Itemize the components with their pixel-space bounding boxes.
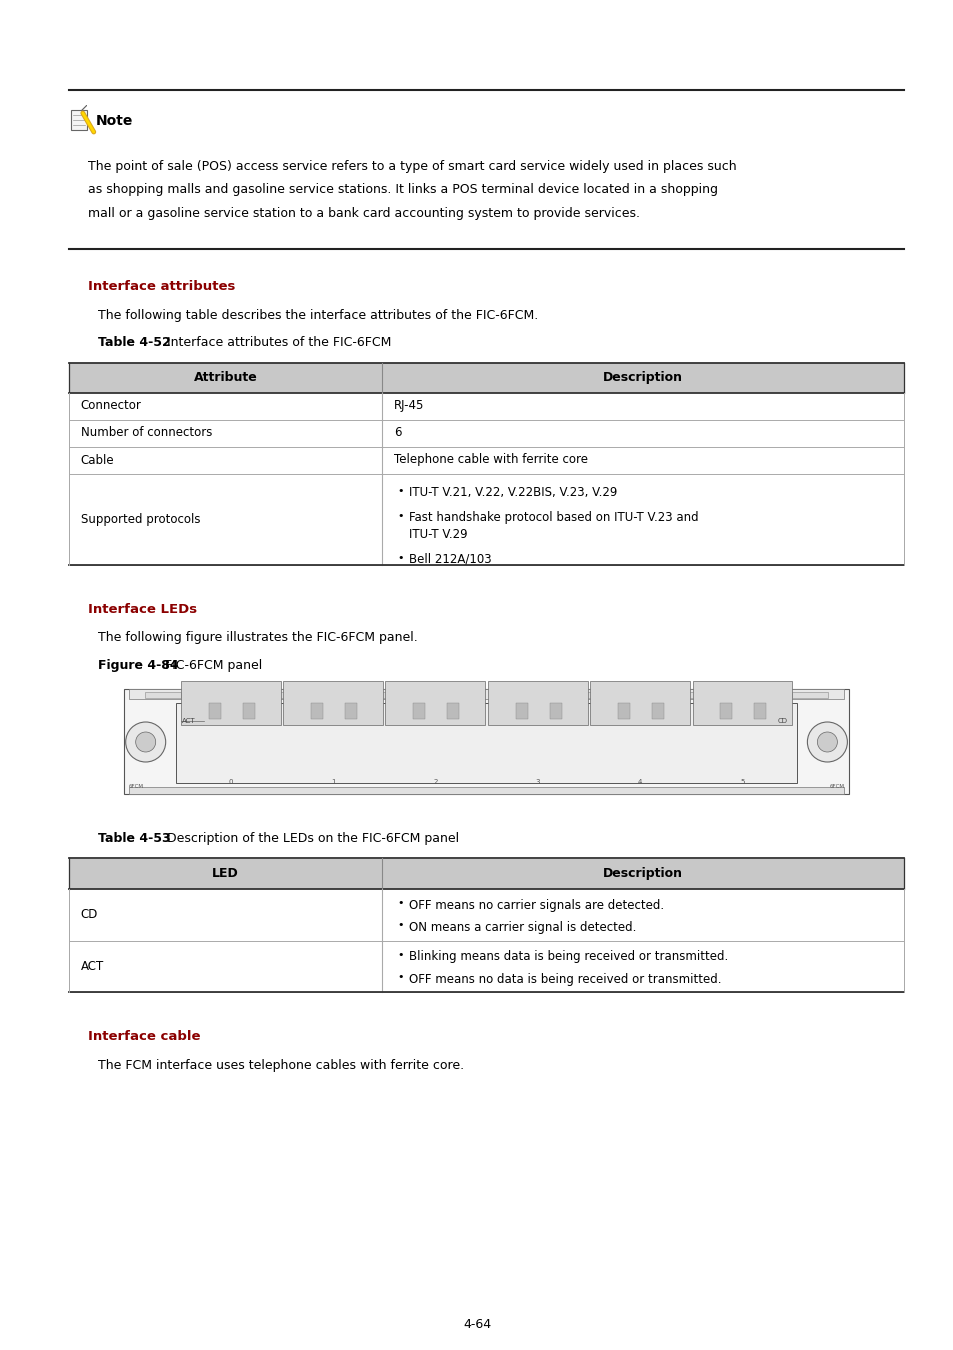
Text: 5: 5 [740,779,744,786]
Bar [145,693,181,698]
Bar [497,693,534,698]
Text: Connector: Connector [81,400,141,413]
Text: Attribute: Attribute [193,371,257,383]
Text: Interface attributes: Interface attributes [88,281,234,293]
Text: Table 4-53: Table 4-53 [97,833,171,845]
Text: Number of connectors: Number of connectors [81,427,212,440]
Text: •: • [396,972,403,983]
Bar [447,703,458,718]
Text: Blinking means data is being received or transmitted.: Blinking means data is being received or… [409,950,727,964]
Bar [242,703,254,718]
Text: Interface LEDs: Interface LEDs [88,603,196,617]
Text: ITU-T V.21, V.22, V.22BIS, V.23, V.29: ITU-T V.21, V.22, V.22BIS, V.23, V.29 [409,486,617,500]
Bar [673,693,710,698]
Text: Interface attributes of the FIC-6FCM: Interface attributes of the FIC-6FCM [163,336,391,350]
Text: 3: 3 [535,779,539,786]
Bar [549,703,561,718]
Bar [791,693,827,698]
Bar [311,703,323,718]
Text: 4-64: 4-64 [462,1319,491,1331]
Text: Description: Description [602,371,682,383]
Text: Telephone cable with ferrite core: Telephone cable with ferrite core [394,454,587,467]
Text: as shopping malls and gasoline service stations. It links a POS terminal device : as shopping malls and gasoline service s… [88,184,717,197]
Bar [590,682,689,725]
Text: The following figure illustrates the FIC-6FCM panel.: The following figure illustrates the FIC… [97,632,417,644]
Bar [345,703,356,718]
Bar [732,693,769,698]
Bar [180,682,280,725]
Text: OFF means no carrier signals are detected.: OFF means no carrier signals are detecte… [409,899,663,911]
Circle shape [135,732,155,752]
Text: 2: 2 [433,779,437,786]
Text: •: • [396,554,403,563]
Circle shape [126,722,166,761]
Text: 0: 0 [228,779,233,786]
Text: The point of sale (POS) access service refers to a type of smart card service wi: The point of sale (POS) access service r… [88,161,736,173]
Text: CD: CD [777,718,786,725]
Text: Cable: Cable [81,454,114,467]
Bar [129,787,843,795]
Text: The following table describes the interface attributes of the FIC-6FCM.: The following table describes the interf… [97,309,537,321]
Bar [262,693,299,698]
Bar [71,109,87,130]
Bar [385,682,485,725]
Text: Note: Note [96,113,133,128]
Bar [754,703,765,718]
Bar [69,859,903,888]
Text: ON means a carrier signal is detected.: ON means a carrier signal is detected. [409,921,636,933]
Circle shape [806,722,846,761]
Text: •: • [396,512,403,521]
Bar [69,363,903,393]
Bar [692,682,792,725]
Bar [321,693,357,698]
Bar [438,693,475,698]
Text: •: • [396,950,403,960]
Bar [652,703,663,718]
Text: ACT: ACT [81,960,104,973]
Bar [129,690,843,699]
Bar [203,693,240,698]
Text: 6FCM: 6FCM [828,784,843,790]
Text: FIC-6FCM panel: FIC-6FCM panel [161,660,262,672]
Text: •: • [396,899,403,909]
Text: 6: 6 [394,427,401,440]
Bar [615,693,651,698]
Text: ACT: ACT [181,718,195,725]
Bar [413,703,425,718]
Text: mall or a gasoline service station to a bank card accounting system to provide s: mall or a gasoline service station to a … [88,207,639,220]
Text: Figure 4-84: Figure 4-84 [97,660,178,672]
Text: Supported protocols: Supported protocols [81,513,200,526]
Text: CD: CD [81,909,98,921]
Text: The FCM interface uses telephone cables with ferrite core.: The FCM interface uses telephone cables … [97,1058,463,1072]
Text: Description: Description [602,867,682,880]
Text: LED: LED [212,867,238,880]
Circle shape [817,732,837,752]
Bar [556,693,593,698]
Text: Table 4-52: Table 4-52 [97,336,171,350]
Bar [379,693,416,698]
Bar [618,703,629,718]
Text: 1: 1 [331,779,335,786]
Text: Interface cable: Interface cable [88,1030,200,1044]
Bar [283,682,382,725]
Text: •: • [396,921,403,930]
Text: Fast handshake protocol based on ITU-T V.23 and
ITU-T V.29: Fast handshake protocol based on ITU-T V… [409,512,698,541]
Bar [209,703,220,718]
Bar [720,703,732,718]
Text: OFF means no data is being received or transmitted.: OFF means no data is being received or t… [409,972,720,986]
Bar [516,703,527,718]
Text: 6FCM: 6FCM [129,784,144,790]
Bar [124,690,848,795]
Text: 4: 4 [638,779,641,786]
Text: Bell 212A/103: Bell 212A/103 [409,554,491,566]
Text: Description of the LEDs on the FIC-6FCM panel: Description of the LEDs on the FIC-6FCM … [163,833,458,845]
Bar [487,682,587,725]
Text: •: • [396,486,403,497]
Text: RJ-45: RJ-45 [394,400,424,413]
Bar [175,703,797,783]
